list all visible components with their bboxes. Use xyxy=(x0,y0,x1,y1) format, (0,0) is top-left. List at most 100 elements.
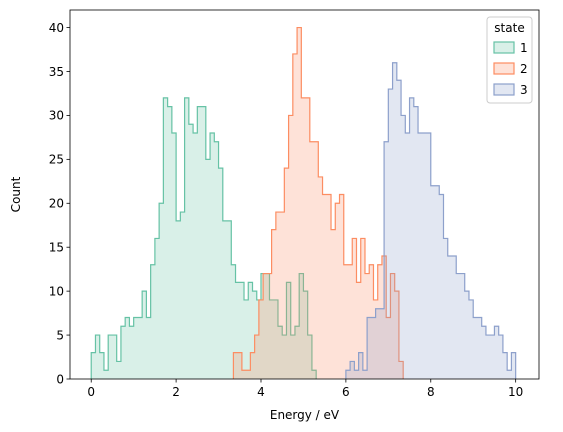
histogram-bin xyxy=(323,195,327,380)
histogram-bin xyxy=(469,300,473,379)
histogram-bin xyxy=(352,238,356,379)
legend-label: 3 xyxy=(520,83,528,97)
histogram-bin xyxy=(306,98,310,379)
histogram-bin xyxy=(108,335,112,379)
histogram-bin xyxy=(134,318,138,380)
y-tick-label: 20 xyxy=(49,197,64,211)
histogram-bin xyxy=(242,370,246,379)
y-tick-label: 5 xyxy=(56,328,64,342)
legend: state 1 2 3 xyxy=(486,16,533,104)
histogram-fill-2 xyxy=(233,27,404,379)
histogram-bin xyxy=(503,353,507,379)
histogram-bin xyxy=(346,370,350,379)
histogram-bin xyxy=(238,353,242,379)
histogram-bin xyxy=(393,63,397,379)
histogram-bin xyxy=(439,195,443,380)
legend-title: state xyxy=(494,21,524,35)
histogram-bin xyxy=(185,98,189,379)
series-3 xyxy=(345,62,517,380)
histogram-bin xyxy=(151,265,155,379)
histogram-bin xyxy=(146,318,150,380)
y-axis-label: Count xyxy=(9,176,23,212)
histogram-bin xyxy=(405,133,409,379)
histogram-bin xyxy=(414,107,418,379)
histogram-bin xyxy=(276,212,280,379)
x-axis: 0 2 4 6 8 10 xyxy=(87,379,523,399)
histogram-bin xyxy=(359,353,363,379)
histogram-bin xyxy=(507,370,511,379)
histogram-bin xyxy=(219,168,223,379)
histogram-bin xyxy=(427,133,431,379)
histogram-bin xyxy=(272,230,276,379)
histogram-bin xyxy=(168,107,172,379)
histogram-bin xyxy=(250,353,254,379)
histogram-bin xyxy=(401,115,405,379)
histogram-bin xyxy=(490,335,494,379)
histogram-bin xyxy=(431,186,435,379)
histogram-bin xyxy=(477,318,481,380)
histogram-bin xyxy=(422,133,426,379)
histogram-bin xyxy=(499,335,503,379)
histogram-bin xyxy=(159,203,163,379)
histogram-bin xyxy=(367,318,371,380)
histogram-bin xyxy=(482,326,486,379)
histogram-bin xyxy=(435,186,439,379)
histogram-bin xyxy=(263,274,267,379)
histogram-bin xyxy=(189,124,193,379)
histogram-bin xyxy=(280,212,284,379)
x-tick-label: 4 xyxy=(257,385,265,399)
legend-label: 2 xyxy=(520,62,528,76)
histogram-bin xyxy=(95,335,99,379)
histogram-bin xyxy=(397,80,401,379)
histogram-bin xyxy=(376,309,380,379)
histogram-step-1 xyxy=(90,97,317,379)
histogram-bin xyxy=(452,256,456,379)
histogram-bin xyxy=(193,133,197,379)
histogram-bin xyxy=(121,326,125,379)
histogram-bin xyxy=(117,361,121,379)
histogram-bin xyxy=(284,168,288,379)
histogram-bin xyxy=(176,221,180,379)
histogram-bin xyxy=(255,335,259,379)
histogram-bin xyxy=(340,195,344,380)
y-axis: 0 5 10 15 20 25 30 35 40 xyxy=(49,21,70,386)
histogram-bin xyxy=(172,133,176,379)
histogram-bin xyxy=(460,274,464,379)
x-tick-label: 0 xyxy=(87,385,95,399)
axes-frame xyxy=(69,9,540,380)
histogram-bin xyxy=(244,300,248,379)
histogram-bin xyxy=(335,203,339,379)
y-tick-label: 0 xyxy=(56,372,64,386)
histogram-bin xyxy=(206,159,210,379)
legend-items: 1 2 3 xyxy=(493,41,528,97)
y-tick-label: 40 xyxy=(49,21,64,35)
plot-area xyxy=(90,26,517,380)
histogram-bin xyxy=(354,370,358,379)
histogram-bin xyxy=(314,142,318,379)
histogram-fill-1 xyxy=(91,97,317,379)
histogram-bin xyxy=(331,230,335,379)
histogram-bin xyxy=(223,221,227,379)
histogram-bin xyxy=(210,133,214,379)
legend-swatch xyxy=(493,62,515,75)
legend-swatch xyxy=(493,83,515,96)
histogram-bin xyxy=(293,54,297,379)
histogram-bin xyxy=(384,142,388,379)
histogram-bin xyxy=(142,291,146,379)
histogram-bin xyxy=(125,318,129,380)
histogram-step-3 xyxy=(345,62,517,379)
histogram-bin xyxy=(259,300,263,379)
histogram-bin xyxy=(444,238,448,379)
legend-swatch xyxy=(493,41,515,54)
histogram-bin xyxy=(246,370,250,379)
histogram-bin xyxy=(100,353,104,379)
y-tick-label: 15 xyxy=(49,241,64,255)
series-2 xyxy=(232,26,404,380)
histogram-bin xyxy=(301,98,305,379)
legend-box xyxy=(486,16,533,104)
histogram-bin xyxy=(410,98,414,379)
histogram-bin xyxy=(318,177,322,379)
x-axis-label: Energy / eV xyxy=(270,408,340,422)
series-1 xyxy=(90,97,317,380)
